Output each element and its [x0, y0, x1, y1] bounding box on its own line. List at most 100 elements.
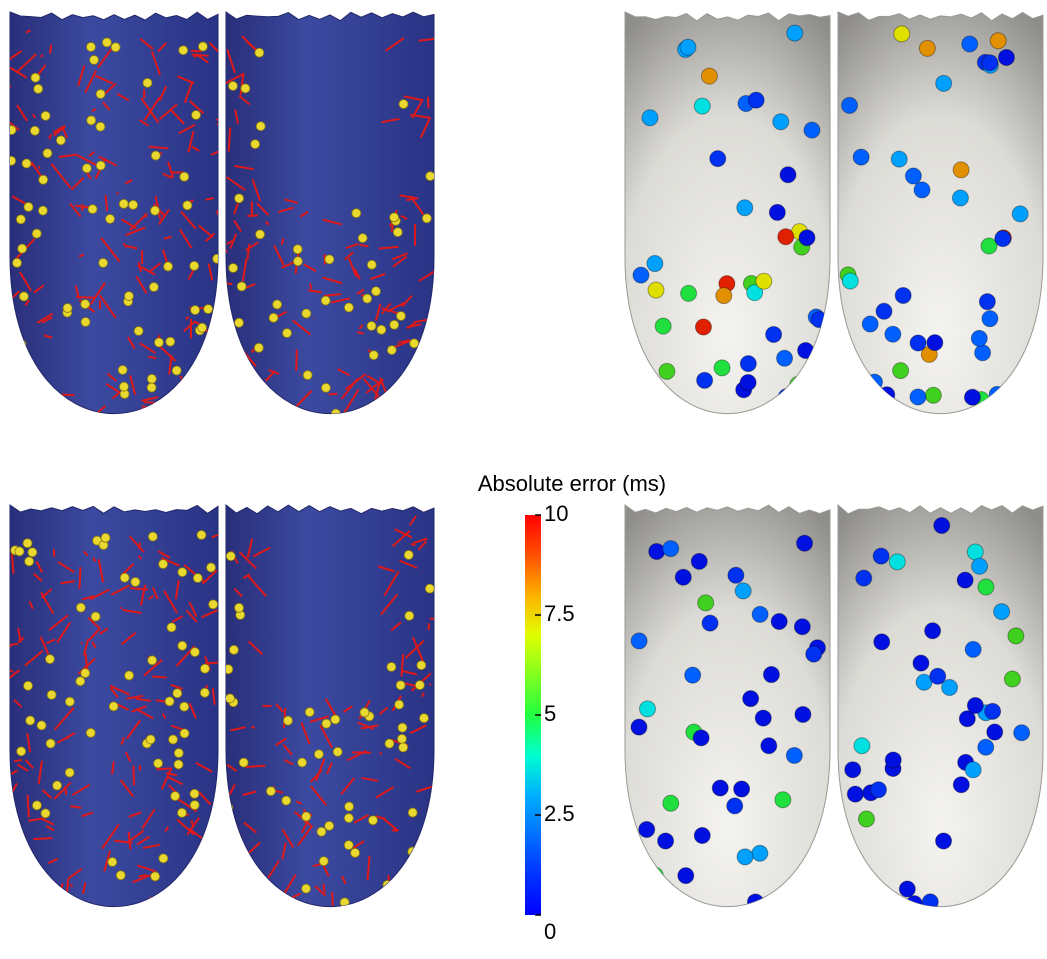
purkinje-branch — [248, 841, 261, 854]
error-sphere — [865, 373, 883, 391]
terminal-node — [384, 738, 395, 749]
purkinje-branch — [143, 659, 163, 677]
error-sphere — [747, 91, 765, 109]
purkinje-branch — [162, 172, 173, 179]
error-sphere — [646, 866, 664, 884]
purkinje-branch — [60, 580, 75, 585]
terminal-node — [86, 42, 96, 52]
purkinje-branch — [160, 405, 177, 414]
purkinje-branch — [53, 706, 75, 731]
error-sphere — [638, 820, 656, 838]
error-sphere — [762, 666, 780, 684]
terminal-node — [147, 655, 158, 666]
terminal-node — [119, 381, 129, 392]
purkinje-branch — [150, 50, 161, 76]
purkinje-branch — [178, 228, 193, 249]
purkinje-branch — [35, 560, 44, 573]
terminal-node — [177, 807, 187, 818]
purkinje-branch — [283, 758, 294, 766]
purkinje-branch — [36, 312, 54, 324]
purkinje-branch — [269, 934, 275, 938]
purkinje-branch — [262, 900, 272, 907]
error-sphere — [915, 673, 933, 691]
terminal-node — [80, 668, 91, 679]
error-sphere — [880, 902, 898, 907]
purkinje-branch — [189, 379, 198, 394]
error-sphere — [844, 761, 862, 779]
purkinje-branch — [401, 669, 417, 676]
error-sphere — [843, 901, 861, 907]
purkinje-branch — [61, 125, 68, 139]
purkinje-branch — [239, 72, 245, 96]
purkinje-branch — [78, 253, 85, 258]
purkinje-branch — [234, 109, 239, 124]
terminal-node — [23, 202, 34, 212]
purkinje-branch — [420, 692, 425, 698]
terminal-node — [394, 699, 405, 710]
purkinje-branch — [354, 426, 367, 446]
terminal-node — [407, 807, 418, 818]
purkinje-branch — [61, 393, 75, 397]
purkinje-branch — [409, 724, 427, 735]
purkinje-branch — [230, 726, 246, 732]
surface-detail — [10, 529, 218, 934]
purkinje-branch — [281, 828, 295, 849]
error-sphere — [789, 375, 807, 393]
purkinje-branch — [233, 203, 239, 215]
error-sphere — [651, 899, 669, 907]
purkinje-branch — [17, 636, 25, 644]
purkinje-branch — [238, 410, 253, 414]
purkinje-branch — [100, 237, 121, 263]
terminal-node — [23, 680, 33, 691]
terminal-node — [108, 701, 119, 712]
ventricle — [624, 11, 831, 414]
error-sphere — [971, 557, 989, 575]
terminal-node — [397, 722, 408, 733]
purkinje-branch — [147, 355, 157, 360]
purkinje-branch — [183, 320, 197, 332]
purkinje-branch — [138, 873, 147, 878]
purkinje-branch — [10, 642, 19, 648]
terminal-node — [165, 336, 176, 347]
purkinje-branch — [119, 779, 135, 798]
purkinje-branch — [381, 302, 392, 315]
purkinje-branch — [158, 402, 177, 414]
purkinje-branch — [201, 569, 218, 585]
purkinje-branch — [74, 285, 80, 298]
purkinje-branch — [158, 85, 168, 102]
purkinje-branch — [89, 588, 110, 601]
error-sphere — [739, 355, 757, 373]
error-sphere — [941, 678, 959, 696]
error-sphere — [892, 362, 910, 380]
terminal-node — [389, 319, 400, 330]
purkinje-branch — [45, 825, 55, 832]
error-sphere — [935, 832, 953, 850]
purkinje-branch — [137, 261, 143, 273]
terminal-node — [302, 370, 313, 381]
terminal-node — [304, 707, 315, 718]
purkinje-branch — [276, 941, 292, 950]
purkinje-branch — [391, 829, 398, 832]
colorbar-tick-label: 7.5 — [544, 601, 575, 626]
purkinje-branch — [275, 737, 287, 747]
terminal-node — [293, 256, 303, 267]
terminal-node — [283, 715, 293, 726]
terminal-node — [95, 121, 106, 132]
terminal-node — [190, 305, 201, 315]
error-sphere — [978, 293, 996, 311]
terminal-node — [389, 212, 400, 223]
purkinje-branch — [142, 843, 161, 849]
purkinje-branch — [309, 283, 313, 290]
purkinje-branch — [403, 95, 424, 102]
purkinje-branch — [263, 885, 267, 892]
purkinje-branch — [183, 921, 188, 934]
purkinje-branch — [309, 715, 330, 723]
purkinje-branch — [190, 49, 202, 53]
error-sphere — [726, 797, 744, 815]
purkinje-branch — [381, 117, 400, 124]
purkinje-branch — [161, 712, 167, 719]
terminal-node — [150, 871, 161, 882]
error-sphere — [884, 751, 902, 769]
terminal-node — [10, 155, 17, 166]
error-sphere — [1001, 407, 1019, 414]
